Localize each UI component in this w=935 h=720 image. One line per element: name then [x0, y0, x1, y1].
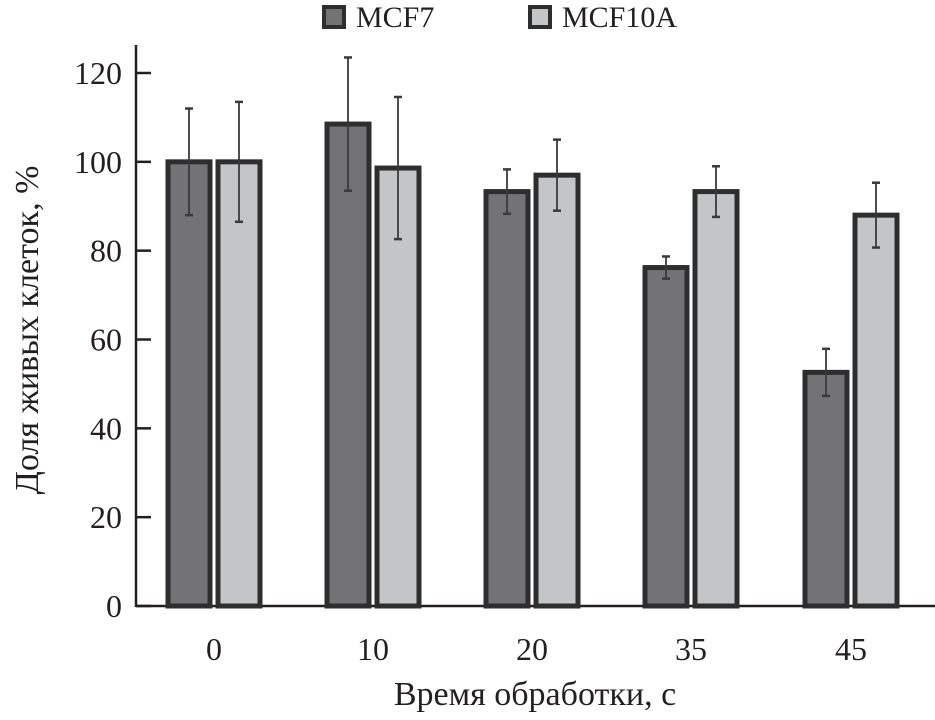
- error-bar: [185, 107, 193, 217]
- legend: MCF7 MCF10A: [322, 1, 677, 34]
- error-bar: [712, 165, 720, 219]
- bar-mcf10a-10: [374, 165, 422, 609]
- error-bar: [662, 255, 670, 280]
- bar-mcf7-35: [642, 265, 690, 609]
- legend-swatch-mcf10a: [528, 5, 552, 29]
- bar-mcf7-0: [165, 159, 213, 609]
- y-tick-label: 40: [90, 410, 122, 446]
- y-tick-label: 0: [106, 588, 122, 624]
- x-axis-label: Время обработки, с: [394, 676, 676, 713]
- y-tick-label: 80: [90, 233, 122, 269]
- error-bar: [872, 181, 880, 249]
- x-tick-label: 10: [357, 631, 389, 667]
- bar-mcf10a-45: [852, 212, 900, 609]
- legend-label-mcf10a: MCF10A: [562, 1, 677, 34]
- legend-label-mcf7: MCF7: [356, 1, 434, 34]
- x-tick-label: 45: [835, 631, 867, 667]
- error-bar: [553, 138, 561, 212]
- x-tick-label: 35: [675, 631, 707, 667]
- y-axis-label: Доля живых клеток, %: [9, 166, 46, 495]
- bar-mcf10a-35: [692, 189, 740, 609]
- bar-mcf10a-20: [533, 172, 581, 609]
- error-bar: [822, 347, 830, 398]
- x-tick-label: 20: [516, 631, 548, 667]
- y-tick-label: 60: [90, 322, 122, 358]
- error-bar: [344, 56, 352, 192]
- bar-mcf7-20: [483, 189, 531, 609]
- y-tick-label: 100: [74, 144, 122, 180]
- bar-mcf10a-0: [215, 159, 263, 609]
- y-tick-label: 20: [90, 499, 122, 535]
- bar-mcf7-10: [324, 121, 372, 609]
- error-bar: [235, 100, 243, 224]
- x-tick-label: 0: [206, 631, 222, 667]
- error-bar: [394, 95, 402, 241]
- axes: 0 20 40 60 80 100 120 0 10 20 35 45: [74, 45, 935, 667]
- bars: [165, 56, 900, 609]
- bar-mcf7-45: [802, 369, 850, 609]
- error-bar: [503, 168, 511, 216]
- y-tick-label: 120: [74, 55, 122, 91]
- legend-swatch-mcf7: [322, 5, 346, 29]
